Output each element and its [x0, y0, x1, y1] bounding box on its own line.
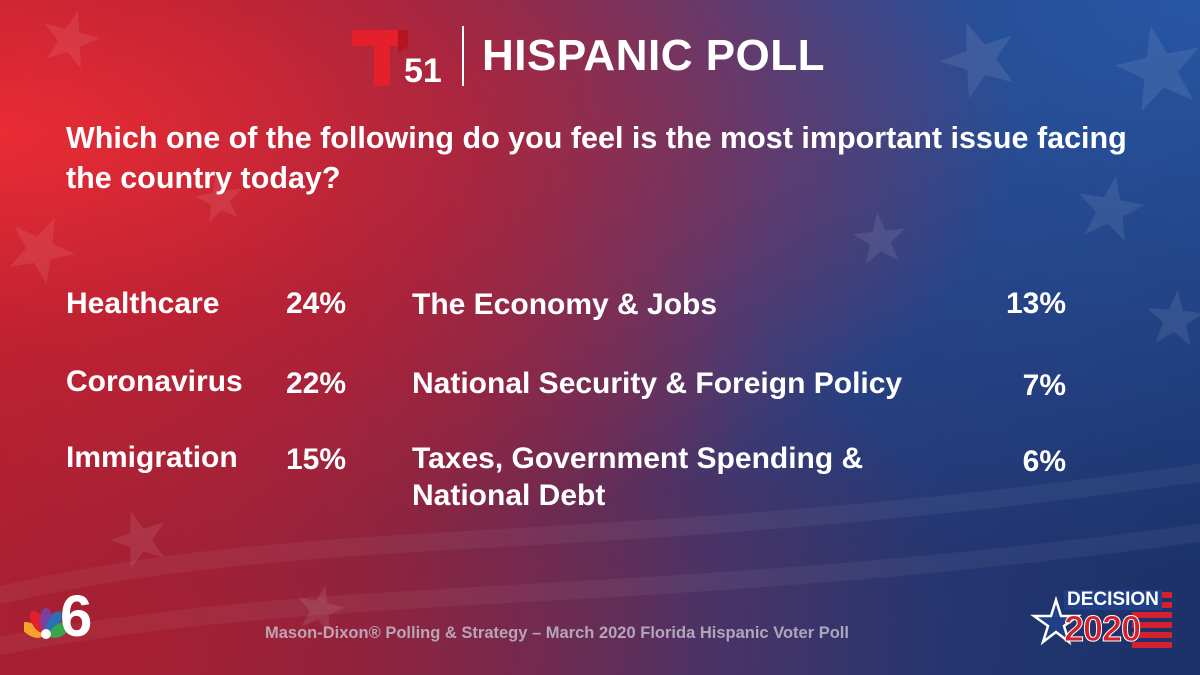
station-number: 6 [60, 584, 93, 649]
logo-number: 51 [404, 52, 442, 90]
result-label: Immigration [66, 441, 238, 474]
poll-question: Which one of the following do you feel i… [66, 121, 1127, 195]
result-label: National Security & Foreign Policy [412, 367, 903, 400]
decision-2020-icon: DECISION 2020 [1030, 588, 1178, 650]
header-divider [462, 26, 464, 86]
result-percent: 7% [1022, 369, 1066, 402]
result-percent: 22% [285, 367, 346, 400]
nbc-peacock-icon: 6 [24, 588, 94, 646]
result-percent: 13% [1005, 287, 1066, 320]
decision-year: 2020 [1063, 608, 1141, 649]
result-percent: 24% [285, 287, 346, 320]
result-label: Healthcare [66, 287, 220, 320]
telemundo-logo-icon: 51 [350, 24, 450, 88]
result-percent: 15% [285, 443, 346, 476]
poll-title: HISPANIC POLL [482, 31, 826, 80]
poll-source: Mason-Dixon® Polling & Strategy – March … [265, 624, 849, 642]
result-label: Taxes, Government Spending & National De… [412, 442, 864, 512]
result-label: Coronavirus [66, 365, 243, 398]
header: 51 HISPANIC POLL [350, 24, 825, 88]
result-label: The Economy & Jobs [412, 288, 718, 321]
decision-word: DECISION [1064, 590, 1162, 610]
result-percent: 6% [1022, 445, 1066, 478]
